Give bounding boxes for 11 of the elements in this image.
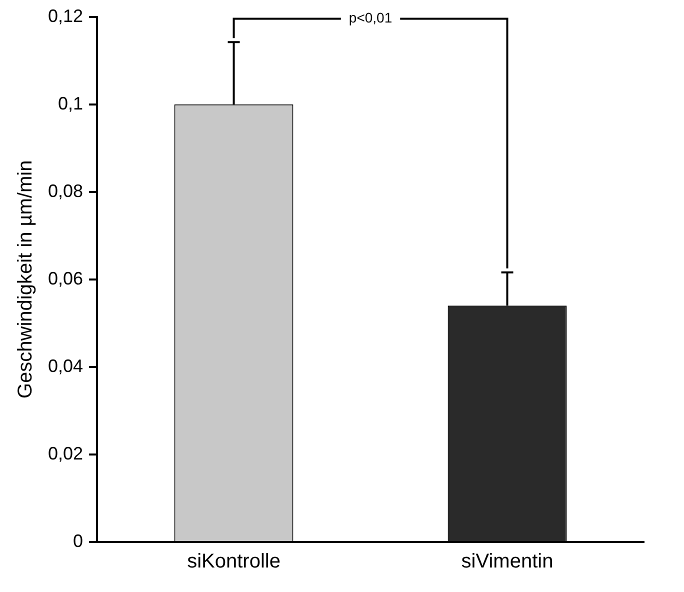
y-tick-label: 0,08 bbox=[48, 180, 84, 201]
y-tick-label: 0,1 bbox=[58, 93, 84, 114]
x-tick-label: siKontrolle bbox=[187, 550, 280, 573]
y-tick-label: 0,04 bbox=[48, 356, 84, 376]
annotation: p<0,01 bbox=[348, 10, 392, 26]
y-tick-label: 0,06 bbox=[48, 268, 84, 288]
y-tick-label: 0 bbox=[73, 530, 84, 551]
y-tick-label: 0,02 bbox=[48, 443, 84, 464]
y-axis-title: Geschwindigkeit in µm/min bbox=[14, 160, 37, 399]
x-tick-label: siVimentin bbox=[461, 550, 554, 573]
y-tick-label: 0,12 bbox=[48, 6, 84, 26]
